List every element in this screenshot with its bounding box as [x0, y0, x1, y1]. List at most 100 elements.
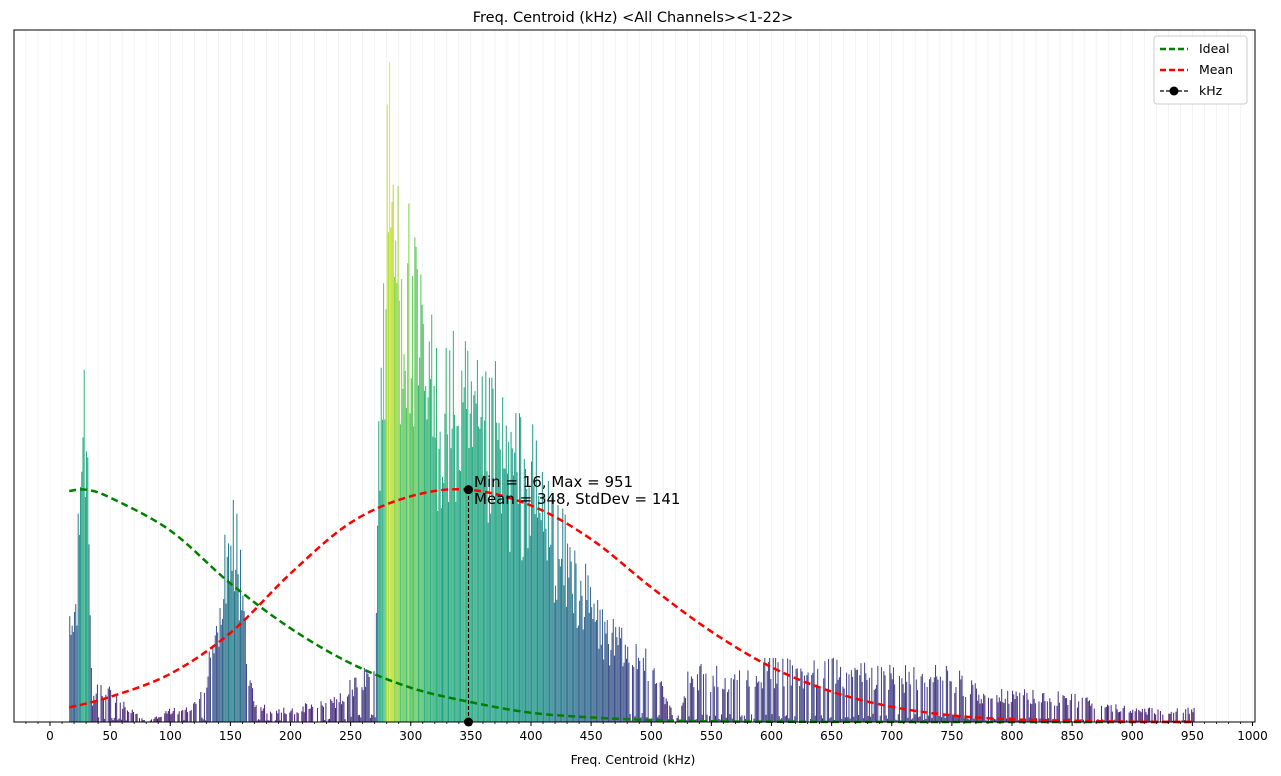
histogram-bar [1004, 698, 1006, 722]
histogram-bar [664, 704, 666, 722]
histogram-bar [515, 413, 517, 722]
histogram-bar [1063, 695, 1065, 722]
histogram-bar [431, 314, 433, 722]
histogram-bar [527, 548, 529, 722]
histogram-bar [1145, 712, 1147, 722]
histogram-bar [973, 718, 975, 722]
histogram-bar [1162, 714, 1164, 722]
histogram-bar [408, 203, 410, 722]
histogram-bar [1193, 707, 1195, 722]
histogram-bar [207, 676, 209, 722]
histogram-bar [565, 606, 567, 722]
histogram-bar [122, 708, 124, 722]
histogram-bar [517, 503, 519, 722]
histogram-bar [1150, 720, 1152, 722]
histogram-bar [189, 711, 191, 722]
histogram-bar [641, 712, 643, 722]
histogram-bar [865, 673, 867, 722]
histogram-bar [506, 473, 508, 722]
histogram-bar [594, 621, 596, 722]
histogram-bar [718, 719, 720, 722]
histogram-bar [267, 720, 269, 722]
histogram-bar [817, 668, 819, 722]
histogram-bar [591, 607, 593, 722]
histogram-bar [895, 719, 897, 722]
histogram-bar [432, 436, 434, 722]
histogram-bar [991, 698, 993, 722]
histogram-bar [990, 698, 992, 722]
histogram-bar [904, 665, 906, 722]
histogram-bar [624, 644, 626, 722]
histogram-bar [889, 664, 891, 722]
histogram-bar [855, 670, 857, 722]
histogram-bar [1192, 712, 1194, 722]
histogram-bar [184, 709, 186, 722]
histogram-bar [384, 419, 386, 722]
histogram-bar [512, 475, 514, 722]
histogram-bar [1070, 694, 1072, 722]
histogram-bar [369, 717, 371, 722]
histogram-bar [962, 695, 964, 722]
histogram-bar [699, 666, 701, 722]
histogram-bar [1157, 709, 1159, 722]
histogram-bar [730, 678, 732, 722]
histogram-bar [918, 717, 920, 722]
histogram-bar [852, 676, 854, 722]
histogram-bar [1043, 692, 1045, 722]
x-tick-label: 550 [700, 729, 723, 743]
histogram-bar [476, 359, 478, 722]
histogram-bar [720, 714, 723, 722]
histogram-bar [619, 638, 622, 722]
histogram-bar [953, 715, 955, 722]
histogram-bar [992, 717, 994, 722]
histogram-bar [1062, 695, 1064, 722]
histogram-bar [576, 627, 578, 722]
histogram-bar [484, 420, 486, 722]
histogram-bar [625, 658, 628, 722]
histogram-bar [334, 707, 337, 722]
histogram-bar [510, 431, 512, 722]
histogram-bar [386, 104, 388, 723]
histogram-bar [330, 699, 332, 722]
histogram-bar [564, 514, 566, 722]
histogram-bar [1064, 698, 1066, 722]
histogram-bar [574, 550, 576, 722]
histogram-bar [1090, 705, 1092, 722]
histogram-bar [585, 563, 587, 722]
x-tick-label: 350 [459, 729, 482, 743]
histogram-bar [498, 423, 500, 722]
histogram-bar [276, 710, 278, 722]
histogram-bar [689, 682, 691, 722]
histogram-bar [936, 676, 938, 722]
histogram-bar [665, 698, 667, 722]
chart-title: Freq. Centroid (kHz) <All Channels><1-22… [473, 10, 794, 26]
histogram-bar [996, 695, 998, 722]
histogram-bar [413, 426, 415, 722]
histogram-bar [939, 676, 941, 722]
histogram-bar [796, 668, 798, 722]
histogram-bar [849, 718, 851, 722]
histogram-bar [482, 475, 484, 722]
histogram-bar [351, 689, 353, 722]
histogram-bar [677, 715, 679, 722]
histogram-bar [606, 620, 608, 722]
histogram-bar [248, 685, 250, 722]
histogram-bar [581, 595, 583, 722]
histogram-bar [698, 690, 700, 722]
histogram-bar [814, 715, 816, 722]
histogram-bar [880, 667, 882, 722]
histogram-bar [531, 461, 533, 722]
histogram-bar [283, 707, 285, 722]
x-tick-label: 450 [580, 729, 603, 743]
histogram-bar [173, 707, 175, 722]
histogram-bar [1056, 705, 1058, 722]
histogram-bar [897, 714, 899, 722]
histogram-bar [684, 697, 686, 722]
histogram-bar [877, 665, 879, 722]
histogram-bar [1042, 693, 1044, 722]
histogram-bar [1146, 714, 1148, 722]
histogram-bar [254, 706, 256, 722]
histogram-bar [221, 619, 223, 722]
histogram-bar [695, 719, 697, 722]
histogram-bar [733, 679, 735, 722]
